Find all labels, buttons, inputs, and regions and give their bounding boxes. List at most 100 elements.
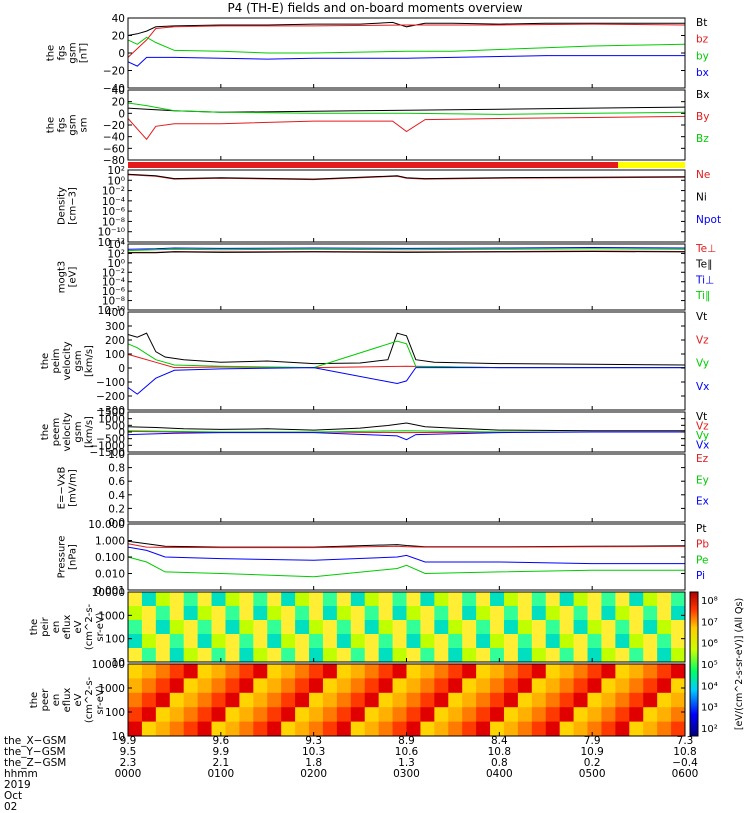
series-Vt (127, 332, 686, 366)
heatmap-cell (545, 707, 561, 723)
heatmap-cell (629, 721, 644, 737)
heatmap-cell (545, 648, 561, 663)
heatmap-cell (420, 721, 435, 737)
legend-Vz: Vz (696, 421, 709, 433)
heatmap-cell (559, 664, 575, 679)
heatmap-cell (657, 606, 672, 621)
y-tick-label: 0.100 (95, 552, 125, 564)
heatmap-cell (587, 692, 602, 708)
y-tick-label: −1500 (89, 447, 125, 459)
heatmap-cell (253, 707, 268, 723)
series-Ti∥ (127, 248, 686, 252)
y-axis-label: peim (51, 348, 62, 373)
heatmap-cell (559, 648, 575, 663)
y-axis-label: en (51, 621, 62, 634)
heatmap-cell (392, 606, 407, 621)
status-bar-yellow (618, 162, 685, 168)
y-tick-label: 0.2 (108, 503, 125, 515)
x-axis-row-label: the_Y−GSM (4, 746, 66, 758)
heatmap-cell (573, 678, 589, 694)
heatmap-cell (183, 620, 199, 635)
panel-frame (127, 453, 686, 523)
heatmap-cell (490, 606, 505, 621)
y-tick-label: 1000 (98, 610, 125, 622)
heatmap-cell (420, 648, 435, 663)
y-tick-label: 100 (105, 634, 125, 646)
heatmap-cell (615, 592, 630, 607)
heatmap-cell (629, 592, 644, 607)
heatmap-cell (517, 707, 533, 723)
heatmap-cell (322, 692, 338, 708)
y-tick-label: 10000 (92, 587, 125, 599)
heatmap-cell (573, 648, 589, 663)
y-tick-label: 10000 (92, 659, 125, 671)
y-axis-label: the (40, 353, 51, 369)
series-bz (127, 23, 686, 58)
heatmap-cell (406, 678, 421, 694)
series-by (127, 36, 686, 54)
heatmap-cell (253, 664, 268, 679)
y-tick-label: 20 (112, 31, 125, 43)
heatmap-cell (587, 707, 602, 723)
heatmap-cell (434, 606, 449, 621)
heatmap-cell (545, 721, 561, 737)
heatmap-cell (490, 707, 505, 723)
legend-bz: bz (696, 34, 709, 46)
panel-frame (127, 523, 686, 591)
heatmap-cell (225, 707, 240, 723)
heatmap-cell (615, 678, 630, 694)
heatmap-cell (281, 721, 296, 737)
heatmap-cell (197, 678, 213, 694)
heatmap-cell (448, 648, 463, 663)
heatmap-cell (434, 692, 449, 708)
series-By (127, 115, 686, 141)
heatmap-cell (643, 707, 658, 723)
heatmap-cell (490, 592, 505, 607)
heatmap-cell (183, 664, 199, 679)
heatmap-cell (281, 592, 296, 607)
y-tick-label: −500 (96, 434, 125, 446)
colorbar-tick-label: 10³ (701, 703, 718, 714)
heatmap-cell (378, 721, 394, 737)
heatmap-cell (545, 620, 561, 635)
y-tick-label: 0.6 (108, 476, 125, 488)
heatmap-cell (239, 648, 254, 663)
heatmap-cell (643, 606, 658, 621)
heatmap-cell (490, 664, 505, 679)
series-Ni (127, 173, 686, 180)
heatmap-cell (309, 692, 324, 708)
panel-fgs-gsm: 40 20 0 −20 −40 the fgs gsm [nT] Bt bz by bx (46, 13, 709, 95)
heatmap-cell (239, 692, 254, 708)
heatmap-cell (629, 678, 644, 694)
heatmap-cell (531, 664, 547, 679)
heatmap-cell (392, 620, 407, 635)
heatmap-cell (392, 634, 407, 649)
heatmap-cell (462, 620, 477, 635)
legend-Te∥: Te∥ (695, 259, 712, 271)
heatmap-cell (169, 721, 185, 737)
heatmap-cell (322, 606, 338, 621)
series-Vx (127, 431, 685, 441)
heatmap-cell (295, 634, 310, 649)
heatmap-cell (573, 664, 589, 679)
heatmap-cell (169, 678, 185, 694)
y-tick-label: −300 (96, 405, 125, 417)
x-axis-value: 7.9 (583, 735, 601, 747)
heatmap-cell (587, 721, 602, 737)
x-axis-date: 2019 Oct 02 (4, 779, 31, 813)
heatmap-cell (503, 721, 519, 737)
heatmap-cell (253, 648, 268, 663)
x-axis-value: 8.4 (490, 735, 508, 747)
y-axis-label: velocity (62, 341, 73, 380)
x-axis-value: 0400 (485, 768, 513, 780)
heatmap-cell (392, 648, 407, 663)
heatmap-cell (336, 664, 352, 679)
heatmap-cell (225, 592, 240, 607)
heatmap-cell (517, 620, 533, 635)
heatmap-cell (378, 664, 394, 679)
heatmap-cell (322, 678, 338, 694)
heatmap-cell (629, 692, 644, 708)
y-tick-label: −40 (103, 83, 125, 95)
heatmap-cell (629, 707, 644, 723)
